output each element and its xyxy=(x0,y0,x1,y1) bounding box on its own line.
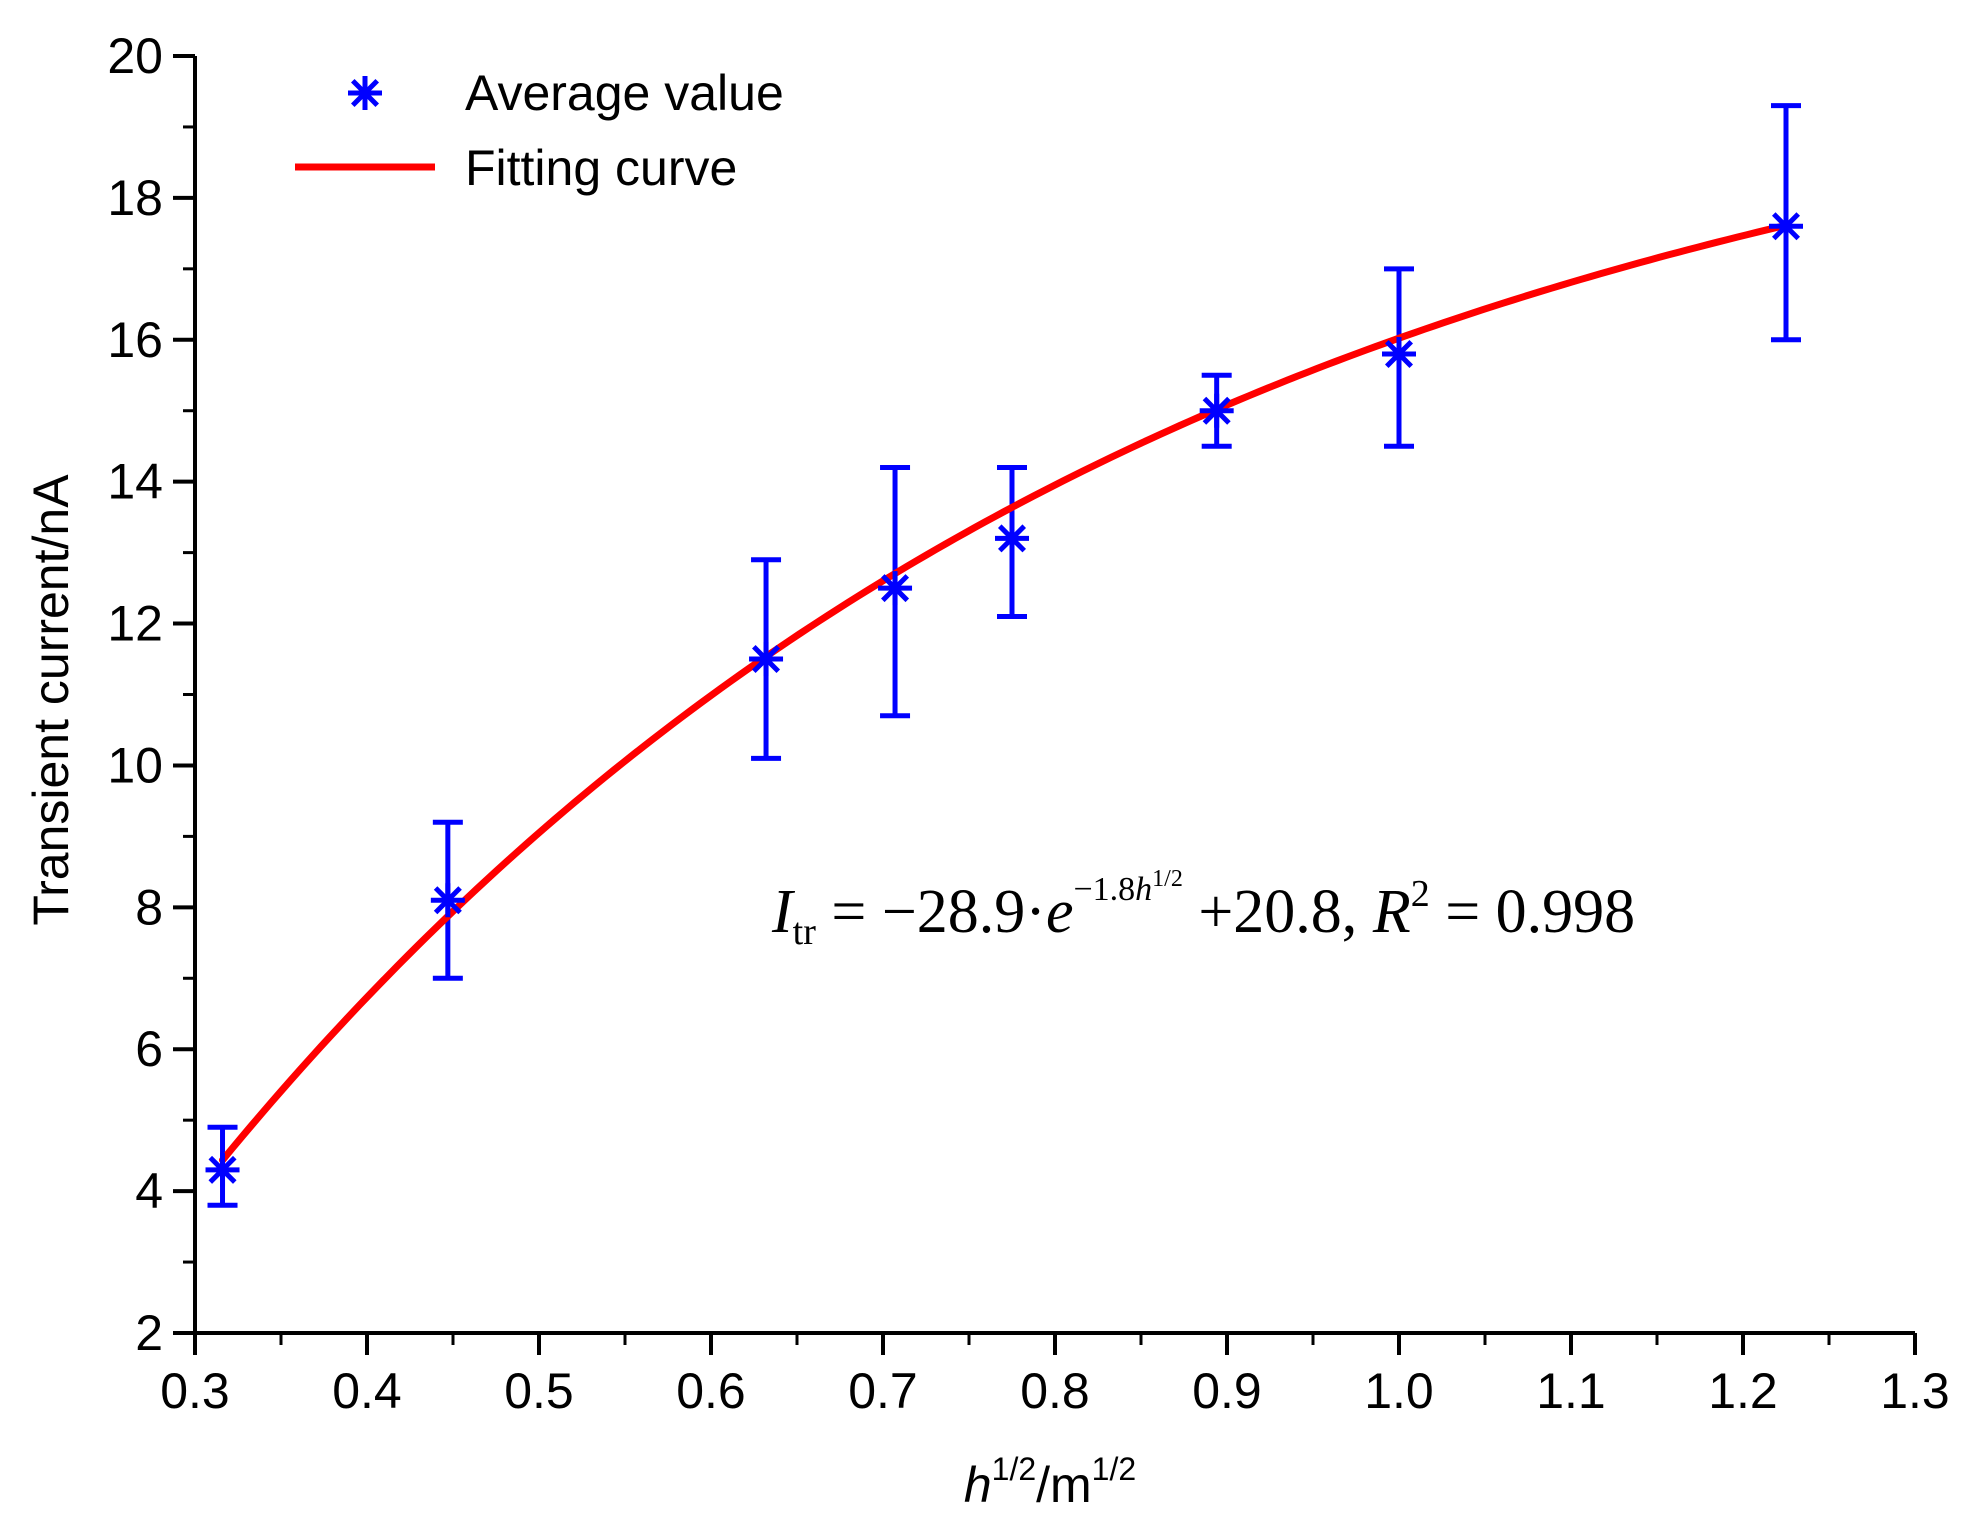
data-point xyxy=(205,1152,240,1187)
fit-equation: Itr = −28.9·e−1.8h1/2 +20.8, R2 = 0.998 xyxy=(771,866,1635,953)
x-tick-label: 1.2 xyxy=(1708,1363,1778,1419)
y-tick-label: 12 xyxy=(107,596,163,652)
x-tick-label: 0.3 xyxy=(160,1363,230,1419)
y-tick-label: 16 xyxy=(107,312,163,368)
y-tick-label: 6 xyxy=(135,1021,163,1077)
legend-label-fitting: Fitting curve xyxy=(465,140,737,196)
y-tick-label: 2 xyxy=(135,1305,163,1361)
series-layer xyxy=(205,103,1803,1208)
y-tick-label: 20 xyxy=(107,28,163,84)
x-tick-label: 1.0 xyxy=(1364,1363,1434,1419)
legend: Average value Fitting curve xyxy=(295,65,784,196)
y-tick-label: 4 xyxy=(135,1163,163,1219)
y-tick-label: 18 xyxy=(107,170,163,226)
y-tick-label: 10 xyxy=(107,737,163,793)
legend-star xyxy=(348,76,382,110)
x-tick-label: 0.4 xyxy=(332,1363,402,1419)
y-tick-label: 14 xyxy=(107,454,163,510)
data-point xyxy=(749,642,784,677)
data-point xyxy=(1199,393,1234,428)
data-point xyxy=(1382,336,1416,371)
data-point xyxy=(430,883,465,918)
axes-layer: 0.3 0.4 0.5 0.6 0.7 0.8 0.9 1.0 1.1 1.2 1.3 2 4 6 8 10 1… xyxy=(107,28,1949,1419)
data-point xyxy=(995,521,1029,556)
x-tick-label: 1.3 xyxy=(1880,1363,1950,1419)
x-tick-label: 0.5 xyxy=(504,1363,574,1419)
x-tick-label: 0.8 xyxy=(1020,1363,1090,1419)
x-axis-title: h1/2/m1/2 xyxy=(964,1451,1136,1513)
fitting-curve xyxy=(219,221,1790,1164)
y-axis-title: Transient current/nA xyxy=(23,474,79,926)
data-point xyxy=(878,571,913,606)
x-tick-label: 0.7 xyxy=(848,1363,918,1419)
legend-star-marker xyxy=(348,76,382,110)
y-tick-label: 8 xyxy=(135,879,163,935)
data-point xyxy=(1769,209,1803,244)
x-tick-label: 0.6 xyxy=(676,1363,746,1419)
legend-label-average: Average value xyxy=(465,65,784,121)
x-tick-label: 1.1 xyxy=(1536,1363,1606,1419)
x-tick-label: 0.9 xyxy=(1192,1363,1262,1419)
